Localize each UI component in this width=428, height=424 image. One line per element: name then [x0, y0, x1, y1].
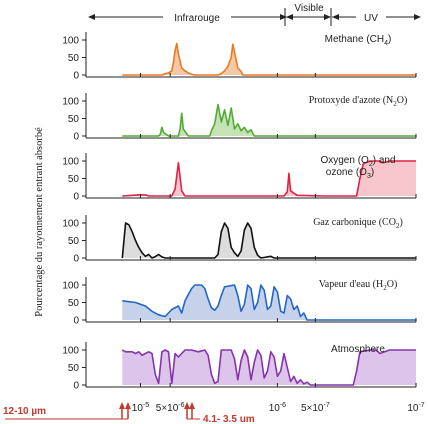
y-tick-label: 0: [73, 254, 79, 265]
panel-title-subscript: 2: [393, 100, 397, 108]
y-tick-label: 50: [68, 236, 80, 247]
series-area-methane: [122, 43, 417, 75]
y-tick-label: 100: [62, 157, 79, 168]
y-axis-label: Pourcentage du rayonnement entrant absor…: [34, 127, 45, 317]
panel-title-subscript: 3: [367, 173, 371, 180]
y-tick-label: 100: [62, 36, 79, 47]
panel-title-nitrous-oxide: Protoxyde d'azote (N2O): [309, 95, 408, 108]
panel-title-text: Methane (CH: [325, 34, 384, 45]
panel-title-text: ): [371, 167, 374, 178]
x-axis: 10-5 5×10-6 10-6 5×10-7 10-7: [132, 402, 425, 414]
x-tick-base: 10: [132, 403, 144, 414]
y-tick-label: 50: [68, 114, 80, 125]
panel-title-text: Atmosphere: [331, 344, 385, 355]
series-line-atmosphere: [121, 349, 416, 386]
series-line-water-vapor: [122, 284, 416, 321]
series-area-nitrous-oxide: [122, 104, 417, 136]
x-tick-label: 10-7: [407, 402, 424, 414]
panel-title-text: Protoxyde d'azote (N: [309, 95, 394, 106]
panel-carbon-dioxide: 0 50 100 Gaz carbonique (CO2): [62, 215, 417, 265]
panel-title-water-vapor: Vapeur d'eau (H2O): [319, 279, 398, 292]
panel-title-oxygen-ozone: Oxygen (O2) and: [320, 155, 395, 168]
y-tick-label: 0: [73, 316, 79, 327]
panel-title-text: O): [387, 279, 398, 290]
series-area-oxygen-ozone: [122, 161, 417, 196]
panel-water-vapor: 0 50 100 Vapeur d'eau (H2O): [62, 277, 417, 327]
y-tick-label: 50: [68, 298, 80, 309]
y-tick-label: 50: [68, 174, 80, 185]
x-tick-label: 5×10-6: [156, 402, 185, 414]
x-tick-exponent: -7: [418, 402, 424, 409]
x-tick-exponent: -6: [280, 402, 286, 409]
region-label-uv: UV: [364, 13, 378, 24]
y-tick-label: 100: [62, 346, 79, 357]
y-tick-label: 0: [73, 132, 79, 143]
y-tick-label: 0: [73, 71, 79, 82]
x-tick-label: 5×10-7: [301, 402, 330, 414]
panel-title-text: O): [397, 95, 408, 106]
panel-methane: 0 50 100 Methane (CH4): [62, 32, 417, 82]
y-tick-label: 100: [62, 97, 79, 108]
y-tick-label: 0: [73, 381, 79, 392]
panel-nitrous-oxide: 0 50 100 Protoxyde d'azote (N2O): [62, 93, 417, 143]
panel-title-text: Vapeur d'eau (H: [319, 279, 384, 290]
annotation-12-10-um: 12-10 µm: [3, 406, 46, 417]
panel-title-subscript: 2: [369, 161, 373, 168]
region-label-visible: Visible: [294, 3, 324, 14]
annotation-4-1-3-5-um: 4.1- 3.5 um: [203, 414, 255, 424]
x-tick-exponent: -5: [143, 402, 149, 409]
panel-title-subscript: 4: [384, 40, 388, 47]
x-tick-exponent: -6: [178, 402, 184, 409]
x-tick-label: 10-5: [132, 402, 149, 414]
x-tick-base: 5×10: [301, 403, 324, 414]
panel-title-methane: Methane (CH4): [325, 34, 392, 47]
panel-title-text: ): [388, 34, 391, 45]
x-tick-base: 10: [407, 403, 419, 414]
x-tick-label: 10-6: [269, 402, 286, 414]
x-tick-base: 5×10: [156, 403, 179, 414]
panel-title2-oxygen-ozone: ozone (O3): [326, 167, 374, 180]
panel-title-atmosphere: Atmosphere: [331, 344, 385, 355]
x-tick-exponent: -7: [323, 402, 329, 409]
panel-title-text: ): [399, 217, 402, 228]
x-tick-base: 10: [269, 403, 281, 414]
y-tick-label: 50: [68, 363, 80, 374]
y-tick-label: 50: [68, 53, 80, 64]
y-tick-label: 100: [62, 219, 79, 230]
panel-atmosphere: 0 50 100 Atmosphere: [62, 342, 417, 392]
series-line-nitrous-oxide: [122, 103, 416, 137]
series-line-methane: [122, 42, 416, 76]
panel-title-text: Gaz carbonique (CO: [313, 217, 396, 228]
series-line-oxygen-ozone: [122, 160, 416, 197]
series-area-atmosphere: [122, 350, 417, 385]
panel-title-text: ) and: [373, 155, 396, 166]
annotations: 12-10 µm 4.1- 3.5 um: [2, 402, 255, 424]
region-header: Infrarouge Visible UV: [88, 2, 421, 26]
series-area-water-vapor: [122, 285, 417, 320]
region-label-infrared: Infrarouge: [174, 13, 220, 24]
panel-title-text: ozone (O: [326, 167, 367, 178]
panel-title-carbon-dioxide: Gaz carbonique (CO2): [313, 217, 403, 230]
panels: 0 50 100 Methane (CH4) 0 50 100 Protoxyde d'azo…: [62, 32, 417, 392]
y-tick-label: 100: [62, 281, 79, 292]
series-area-carbon-dioxide: [122, 223, 417, 258]
panel-title-subscript: 2: [383, 284, 387, 292]
series-line-carbon-dioxide: [121, 222, 416, 259]
panel-title-text: Oxygen (O: [320, 155, 369, 166]
y-tick-label: 0: [73, 192, 79, 203]
panel-title-subscript: 2: [396, 222, 400, 230]
